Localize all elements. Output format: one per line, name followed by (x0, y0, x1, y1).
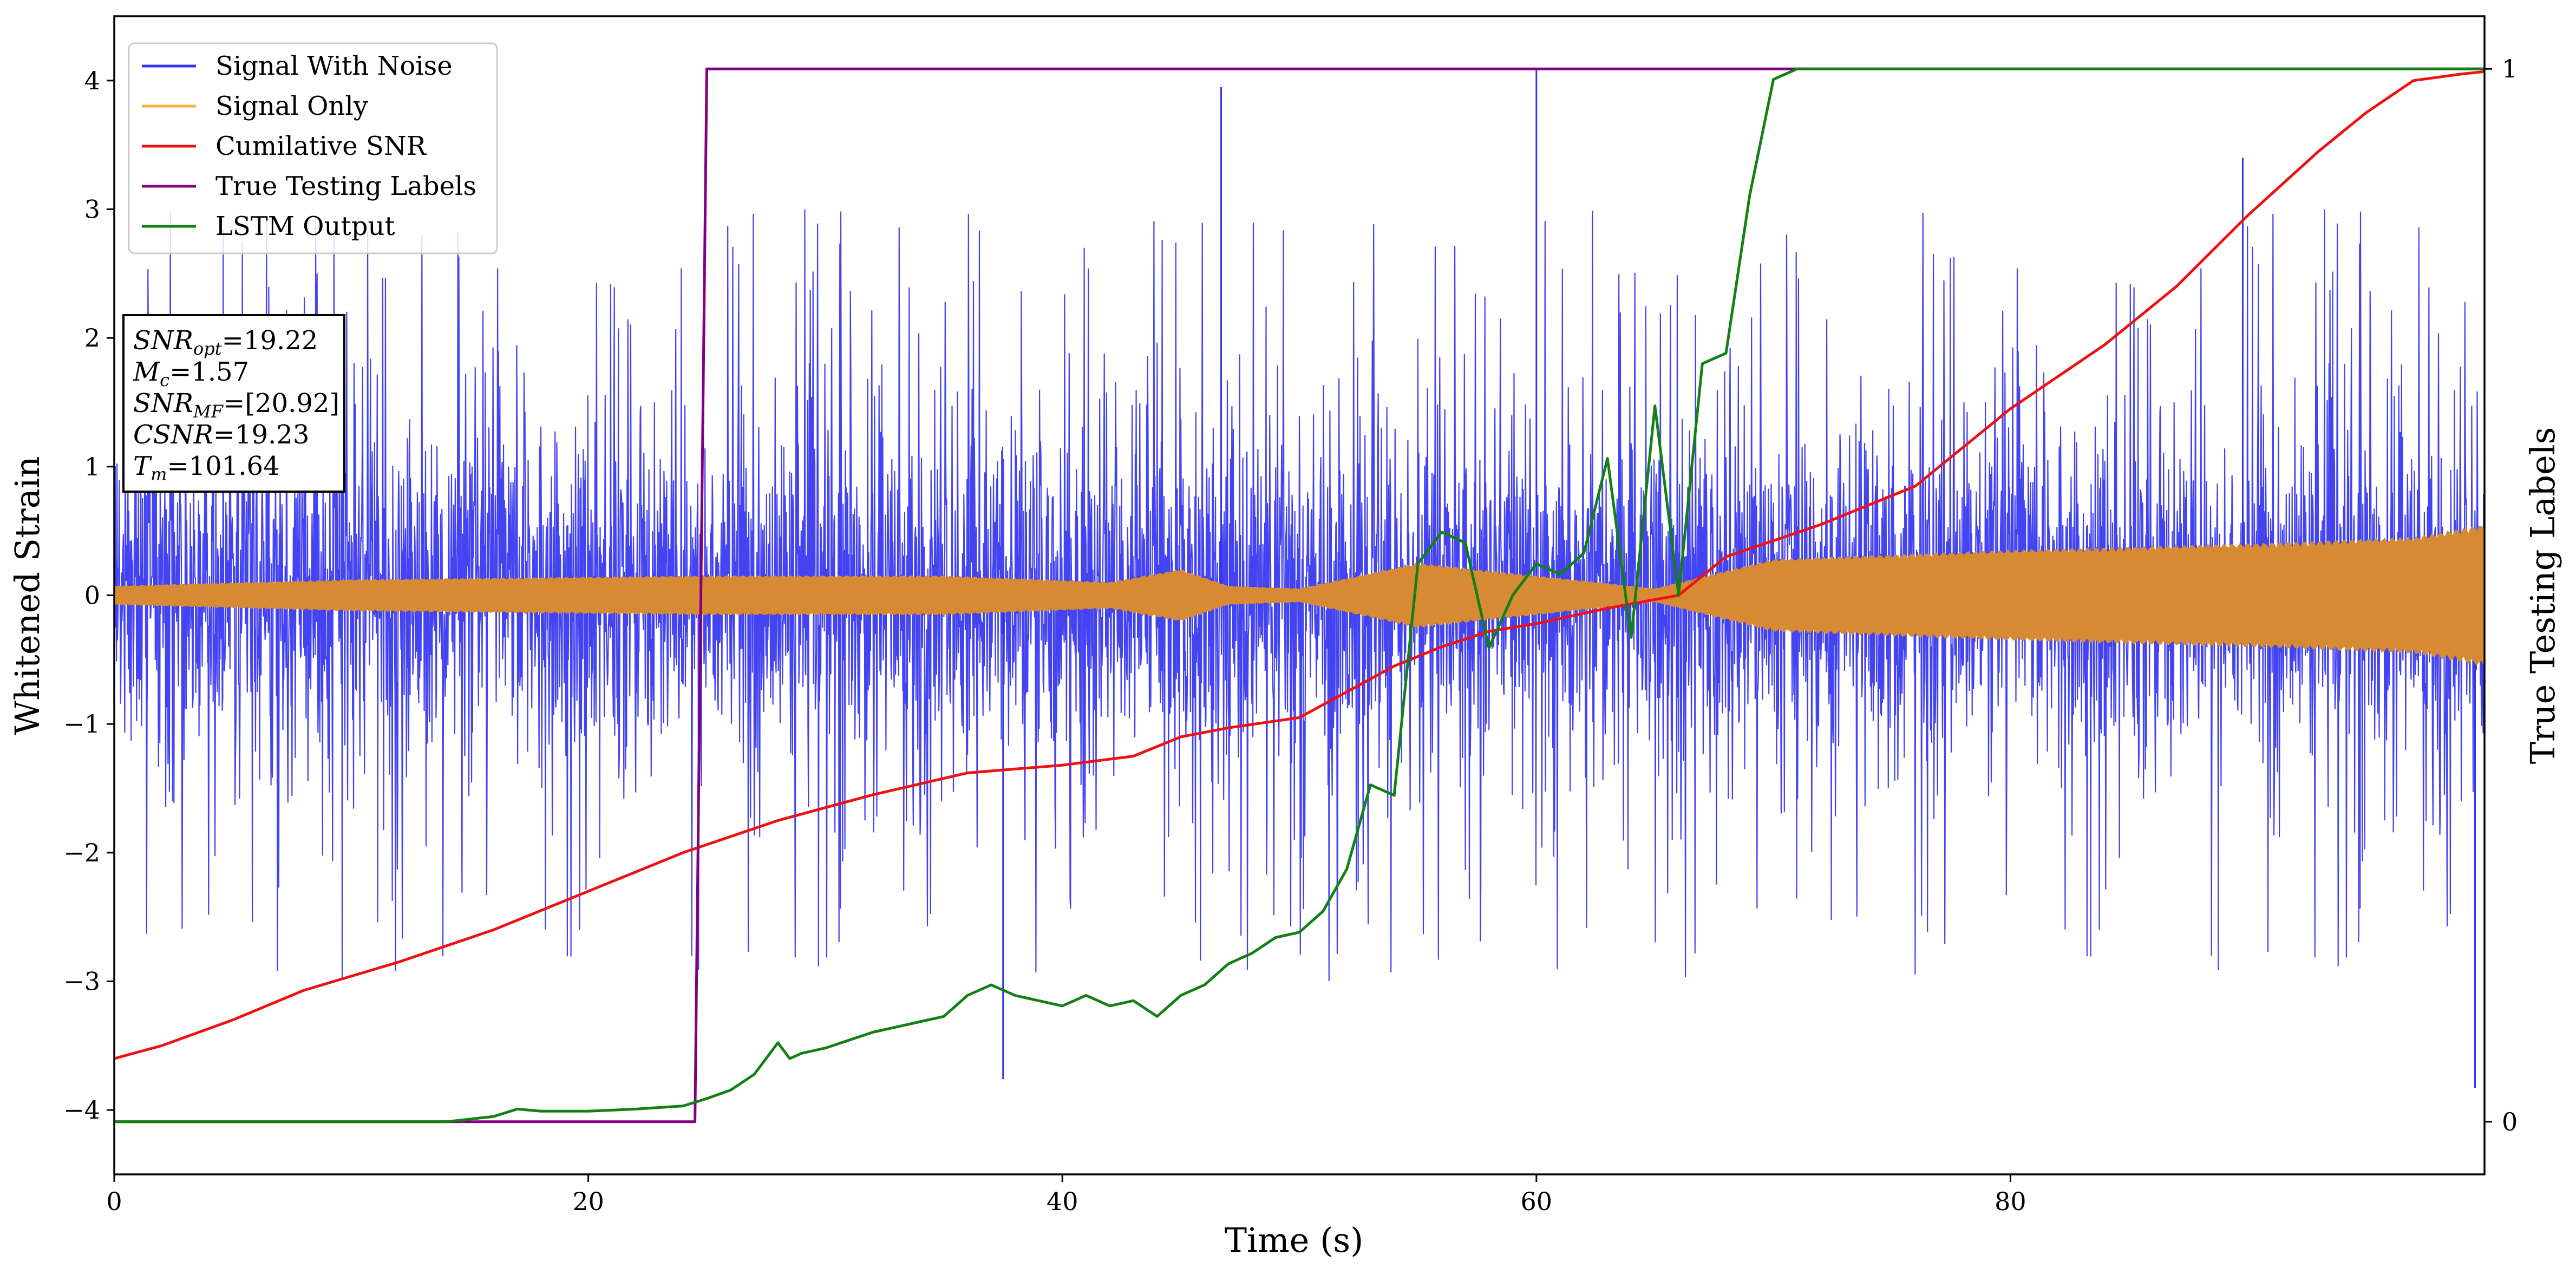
y-axis-title: Whitened Strain (8, 456, 47, 735)
annotation-frame (122, 314, 345, 493)
y-tick-label: 2 (84, 323, 100, 352)
y2-tick-label: 0 (2502, 1107, 2518, 1136)
y-tick-label: 1 (84, 452, 100, 481)
annotation-tm: Tm=101.64 (133, 451, 280, 485)
series-lines (114, 67, 2485, 1123)
annotation-snr-mf: SNRMF=[20.92] (133, 388, 339, 422)
legend-label-snr: Cumilative SNR (215, 131, 427, 161)
y-tick-label: −1 (63, 709, 100, 739)
annotation-csnr: CSNR=19.23 (133, 420, 309, 450)
x-tick-label: 80 (1995, 1187, 2026, 1216)
series-line-lstm (114, 67, 2485, 1123)
noise-spikes (1002, 68, 2476, 1088)
y-tick-label: −3 (63, 967, 100, 996)
annotation-box: SNRopt=19.22 Mc=1.57 SNRMF=[20.92] CSNR=… (122, 314, 345, 493)
y2-axis-title: True Testing Labels (2523, 427, 2562, 765)
y-tick-label: 0 (84, 581, 100, 610)
y-tick-label: 4 (84, 66, 100, 95)
annotation-snr-opt: SNRopt=19.22 (133, 325, 318, 359)
y-tick-label: −4 (63, 1095, 100, 1125)
legend-label-signal: Signal Only (215, 91, 368, 121)
annotation-mc: Mc=1.57 (133, 357, 249, 390)
series-line-snr (114, 70, 2485, 1060)
signal-envelope (114, 525, 2485, 667)
x-tick-label: 20 (572, 1187, 604, 1216)
legend-box (128, 42, 498, 254)
series-signal (114, 525, 2485, 667)
legend-label-labels: True Testing Labels (215, 171, 476, 201)
x-tick-label: 40 (1047, 1187, 1078, 1216)
y-tick-label: −2 (63, 838, 100, 867)
x-axis-title: Time (s) (1225, 1220, 1364, 1260)
x-tick-label: 60 (1521, 1187, 1553, 1216)
legend-label-lstm: LSTM Output (215, 211, 395, 241)
legend-label-noise: Signal With Noise (215, 51, 453, 81)
y-tick-label: 3 (84, 195, 100, 224)
legend: Signal With Noise Signal Only Cumilative… (128, 42, 498, 254)
y2-tick-label: 1 (2502, 54, 2518, 83)
x-tick-label: 0 (106, 1187, 122, 1216)
